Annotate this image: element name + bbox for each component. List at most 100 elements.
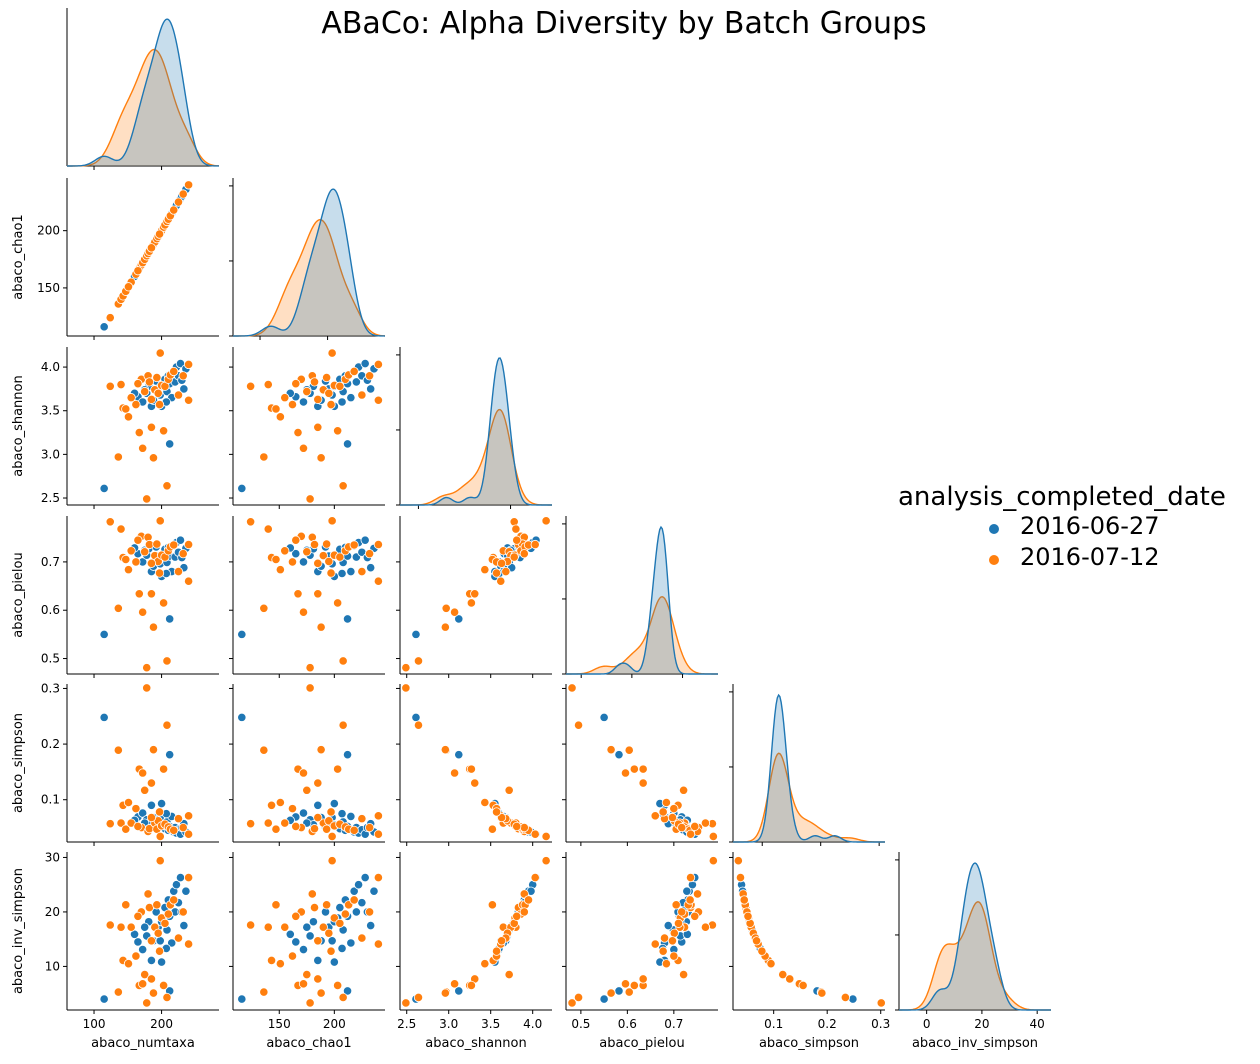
scatter-point <box>357 933 367 943</box>
scatter-point <box>338 481 348 491</box>
scatter-point <box>159 598 169 608</box>
legend-marker-blue <box>988 523 1000 535</box>
scatter-point <box>134 427 144 438</box>
kde-line-2016-07-12 <box>67 48 220 167</box>
scatter-point <box>669 928 679 938</box>
scatter-point <box>287 400 298 410</box>
scatter-point <box>629 764 639 774</box>
scatter-point <box>154 400 165 410</box>
scatter-point <box>275 797 285 808</box>
scatter-point <box>677 822 687 833</box>
scatter-point <box>146 422 157 432</box>
scatter-point <box>335 918 345 928</box>
scatter-point <box>280 818 290 828</box>
scatter-point <box>360 873 370 883</box>
scatter-point <box>152 539 162 549</box>
scatter-point <box>351 907 361 917</box>
scatter-point <box>624 745 634 755</box>
scatter-point <box>99 483 109 494</box>
scatter-point <box>163 909 173 919</box>
scatter-point <box>322 900 332 910</box>
scatter-point <box>308 917 319 927</box>
scatter-point <box>237 629 247 639</box>
kde-fill-2016-07-12 <box>899 901 1051 1010</box>
scatter-point <box>155 516 165 526</box>
scatter-point <box>305 683 315 693</box>
scatter-point <box>454 986 464 996</box>
scatter-point <box>373 395 383 405</box>
scatter-point <box>302 547 312 557</box>
scatter-point <box>113 452 123 462</box>
scatter-point <box>364 822 375 833</box>
scatter-point <box>184 576 194 586</box>
scatter-point <box>280 922 290 932</box>
scatter-point <box>491 946 502 956</box>
y-axis-label: abaco_inv_simpson <box>11 868 26 994</box>
scatter-point <box>329 913 339 923</box>
scatter-point <box>667 936 678 946</box>
scatter-point <box>326 400 336 410</box>
scatter-point <box>105 819 115 829</box>
scatter-point <box>105 920 115 930</box>
scatter-point <box>338 656 348 666</box>
scatter-point <box>329 799 339 809</box>
kde-fill-2016-06-27 <box>233 189 385 336</box>
kde-line-2016-06-27 <box>400 357 552 506</box>
scatter-point <box>338 720 348 730</box>
x-tick-label: 3.0 <box>439 1017 458 1031</box>
scatter-point <box>733 856 743 866</box>
scatter-point <box>155 856 165 866</box>
scatter-point <box>369 886 379 896</box>
y-tick-label: 0.1 <box>41 793 60 807</box>
scatter-point <box>614 750 624 760</box>
scatter-point <box>335 552 345 562</box>
scatter-point <box>519 822 529 833</box>
scatter-point <box>237 712 247 722</box>
scatter-point <box>291 821 301 832</box>
x-tick-label: 200 <box>150 1017 173 1031</box>
scatter-point <box>661 797 672 808</box>
scatter-point <box>373 829 383 839</box>
scatter-point <box>366 384 376 394</box>
scatter-point <box>530 829 540 839</box>
scatter-point <box>677 907 687 917</box>
kde-line-2016-07-12 <box>233 218 386 337</box>
scatter-point <box>159 426 169 436</box>
scatter-point <box>146 558 157 568</box>
scatter-point <box>121 900 131 910</box>
scatter-point <box>116 379 126 390</box>
scatter-point <box>342 750 353 760</box>
y-tick-label: 3.0 <box>41 447 60 461</box>
scatter-point <box>487 900 497 910</box>
scatter-point <box>606 745 616 755</box>
scatter-point <box>165 614 175 624</box>
scatter-point <box>155 348 165 358</box>
scatter-point <box>327 936 337 946</box>
scatter-point <box>690 911 700 921</box>
scatter-point <box>142 998 152 1008</box>
scatter-point <box>620 979 631 989</box>
scatter-point <box>133 911 143 921</box>
scatter-point <box>146 589 157 599</box>
scatter-point <box>663 920 673 931</box>
scatter-point <box>169 205 179 215</box>
scatter-point <box>337 568 347 579</box>
scatter-point <box>624 987 634 997</box>
scatter-point <box>504 785 514 795</box>
scatter-point <box>142 683 152 693</box>
scatter-point <box>690 821 700 832</box>
scatter-point <box>840 992 850 1003</box>
scatter-point <box>263 818 273 828</box>
scatter-point <box>275 412 285 422</box>
scatter-point <box>123 565 134 575</box>
scatter-point <box>342 614 353 624</box>
scatter-point <box>373 811 383 821</box>
scatter-point <box>99 629 109 639</box>
scatter-point <box>487 824 497 834</box>
scatter-point <box>153 388 163 398</box>
kde-line-2016-07-12 <box>566 595 718 675</box>
scatter-point <box>134 589 144 599</box>
scatter-point <box>293 589 303 599</box>
y-tick-label: 0.3 <box>41 681 60 695</box>
scatter-point <box>351 377 361 387</box>
